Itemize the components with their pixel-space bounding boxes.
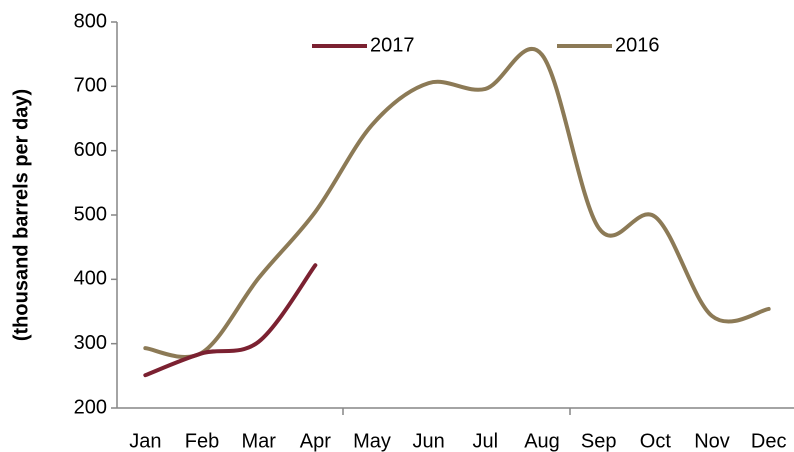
series-line xyxy=(143,47,771,360)
x-tick-label: Feb xyxy=(185,430,219,452)
x-tick-label: Nov xyxy=(694,430,730,452)
series-line xyxy=(143,263,318,378)
y-tick-label: 200 xyxy=(74,396,107,418)
legend-label: 2017 xyxy=(370,34,415,56)
x-tick-label: Oct xyxy=(640,430,672,452)
y-tick-label: 300 xyxy=(74,332,107,354)
x-tick-label: Jul xyxy=(473,430,499,452)
x-tick-label: Dec xyxy=(751,430,787,452)
x-tick-label: Apr xyxy=(300,430,331,452)
y-tick-label: 700 xyxy=(74,75,107,97)
legend-label: 2016 xyxy=(615,34,660,56)
x-tick-label: May xyxy=(353,430,391,452)
x-tick-label: Aug xyxy=(524,430,560,452)
x-tick-label: Jan xyxy=(129,430,161,452)
x-tick-label: Mar xyxy=(241,430,276,452)
y-tick-label: 800 xyxy=(74,10,107,32)
y-axis-label: (thousand barrels per day) xyxy=(10,89,32,341)
x-tick-label: Jun xyxy=(413,430,445,452)
y-tick-label: 500 xyxy=(74,203,107,225)
y-tick-label: 400 xyxy=(74,268,107,290)
y-tick-label: 600 xyxy=(74,139,107,161)
x-tick-label: Sep xyxy=(581,430,617,452)
